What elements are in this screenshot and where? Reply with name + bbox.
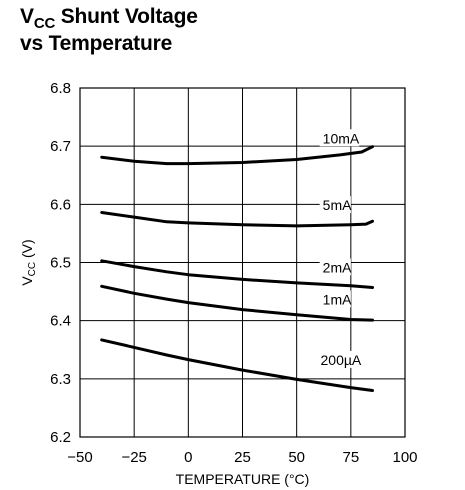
- y-axis-label-symbol: V: [19, 276, 35, 286]
- x-tick-label: −50: [67, 449, 92, 466]
- y-tick-label: 6.7: [50, 138, 71, 155]
- x-tick-label: 25: [234, 449, 251, 466]
- series-label: 10mA: [323, 130, 360, 146]
- y-axis-label-unit: (V): [19, 239, 35, 262]
- series-line-2ma: [100, 259, 374, 289]
- series-label: 200µA: [321, 352, 362, 368]
- y-tick-label: 6.6: [50, 196, 71, 213]
- series-label-bg: [319, 129, 360, 147]
- chart-title-line1: VCC Shunt Voltage: [20, 4, 198, 32]
- y-tick-label: 6.3: [50, 371, 71, 388]
- y-tick-label: 6.5: [50, 255, 71, 272]
- y-tick-label: 6.4: [50, 313, 71, 330]
- title-symbol: V: [20, 5, 34, 28]
- x-axis-label: TEMPERATURE (°C): [176, 471, 310, 487]
- x-tick-label: 75: [342, 449, 359, 466]
- series-label: 2mA: [323, 259, 352, 275]
- x-tick-label: 50: [288, 449, 305, 466]
- chart-title-line2: vs Temperature: [20, 32, 173, 55]
- x-tick-label: 100: [392, 449, 417, 466]
- y-axis-label: VCC (V): [19, 239, 38, 285]
- series-label: 1mA: [323, 291, 352, 307]
- series-line-200a: [100, 338, 374, 392]
- title-rest: Shunt Voltage: [55, 5, 198, 28]
- x-tick-label: 0: [184, 449, 192, 466]
- series-label-bg: [317, 350, 366, 368]
- y-tick-label: 6.8: [50, 80, 71, 97]
- series-line-10ma: [100, 145, 374, 166]
- series-label-bg: [319, 290, 351, 308]
- series-label-bg: [319, 258, 351, 276]
- y-axis-label-subscript: CC: [27, 262, 38, 276]
- x-tick-label: −25: [121, 449, 146, 466]
- plot-frame: [79, 87, 406, 438]
- series-line-5ma: [100, 211, 374, 228]
- series-line-1ma: [100, 284, 374, 322]
- series-label: 5mA: [323, 197, 352, 213]
- y-tick-label: 6.2: [50, 429, 71, 446]
- chart-title: VCC Shunt Voltage vs Temperature: [20, 4, 198, 56]
- title-subscript: CC: [33, 15, 56, 32]
- series-label-bg: [319, 196, 351, 214]
